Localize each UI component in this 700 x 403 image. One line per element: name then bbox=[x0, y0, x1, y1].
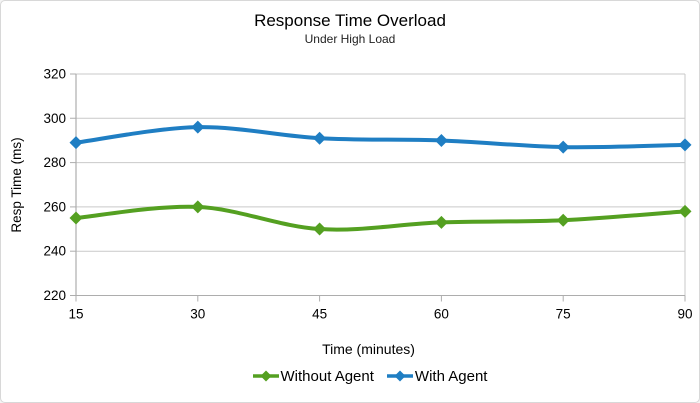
data-point-marker-with-agent bbox=[678, 138, 692, 152]
legend-item-with-agent: With Agent bbox=[386, 367, 488, 385]
data-point-marker-with-agent bbox=[69, 136, 83, 150]
data-point-marker-with-agent bbox=[313, 131, 327, 145]
series-line-with-agent bbox=[74, 125, 687, 150]
x-axis-title: Time (minutes) bbox=[322, 341, 415, 357]
data-point-marker-without-agent bbox=[556, 213, 570, 227]
data-point-marker-with-agent bbox=[191, 120, 205, 134]
y-tick-label: 220 bbox=[43, 288, 66, 303]
x-tick-label: 15 bbox=[68, 307, 83, 322]
data-point-marker-with-agent bbox=[556, 140, 570, 154]
x-tick-label: 45 bbox=[312, 307, 327, 322]
legend-marker-icon bbox=[386, 370, 413, 382]
x-tick-label: 30 bbox=[190, 307, 205, 322]
series-line-without-agent bbox=[74, 204, 687, 232]
y-tick-label: 300 bbox=[43, 111, 66, 126]
y-tick-label: 260 bbox=[43, 199, 66, 214]
chart-subtitle: Under High Load bbox=[304, 32, 396, 46]
data-point-marker-with-agent bbox=[434, 133, 448, 147]
y-axis-title: Resp Time (ms) bbox=[9, 137, 24, 233]
legend: Without Agent With Agent bbox=[41, 365, 699, 387]
y-tick-label: 320 bbox=[43, 67, 66, 82]
data-point-marker-without-agent bbox=[434, 215, 448, 229]
data-point-marker-without-agent bbox=[678, 204, 692, 218]
data-point-marker-without-agent bbox=[191, 200, 205, 214]
legend-label: Without Agent bbox=[280, 367, 374, 385]
data-point-marker-without-agent bbox=[69, 211, 83, 225]
y-tick-label: 240 bbox=[43, 244, 66, 259]
data-point-marker-without-agent bbox=[313, 222, 327, 236]
legend-label: With Agent bbox=[414, 367, 488, 385]
x-tick-label: 90 bbox=[677, 307, 692, 322]
chart-title: Response Time Overload bbox=[254, 11, 446, 30]
x-tick-label: 60 bbox=[434, 307, 449, 322]
legend-item-without-agent: Without Agent bbox=[252, 367, 374, 385]
x-tick-label: 75 bbox=[556, 307, 571, 322]
legend-marker-icon bbox=[252, 370, 279, 382]
y-tick-label: 280 bbox=[43, 155, 66, 170]
